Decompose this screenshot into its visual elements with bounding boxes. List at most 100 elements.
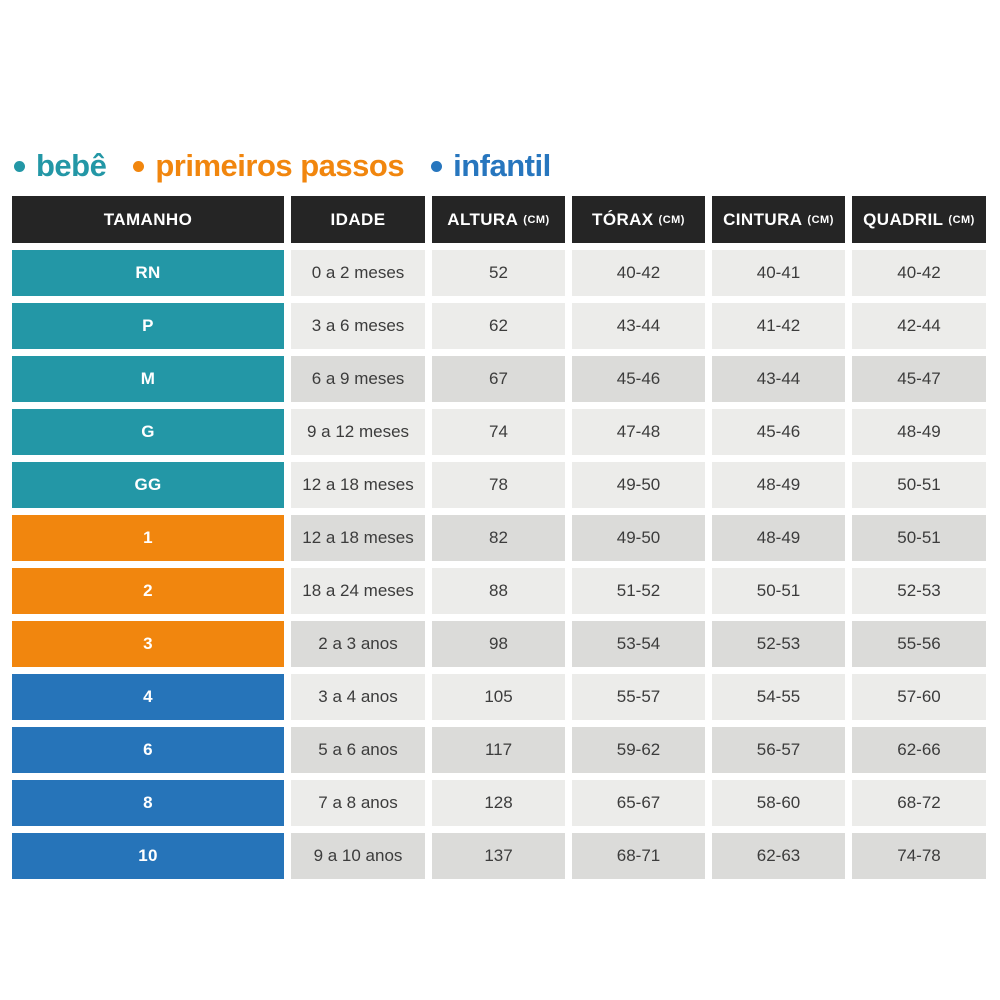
altura-cell: 105: [432, 674, 565, 720]
idade-cell: 18 a 24 meses: [291, 568, 425, 614]
legend-dot-icon: [14, 160, 25, 172]
altura-cell: 88: [432, 568, 565, 614]
cintura-cell: 50-51: [712, 568, 845, 614]
legend-dot-icon: [133, 160, 145, 172]
torax-cell: 59-62: [572, 727, 705, 773]
column-header-label: IDADE: [330, 209, 386, 229]
quadril-cell: 50-51: [852, 462, 986, 508]
torax-cell: 55-57: [572, 674, 705, 720]
torax-cell: 47-48: [572, 409, 705, 455]
altura-cell: 62: [432, 303, 565, 349]
size-cell-1: 1: [12, 515, 284, 561]
column-header-altura: ALTURA (CM): [432, 196, 565, 243]
idade-cell: 3 a 6 meses: [291, 303, 425, 349]
torax-cell: 65-67: [572, 780, 705, 826]
cintura-cell: 41-42: [712, 303, 845, 349]
altura-cell: 52: [432, 250, 565, 296]
column-header-idade: IDADE: [291, 196, 425, 243]
legend-item-infantil: infantil: [431, 148, 551, 184]
cintura-cell: 58-60: [712, 780, 845, 826]
cintura-cell: 56-57: [712, 727, 845, 773]
altura-cell: 82: [432, 515, 565, 561]
idade-cell: 12 a 18 meses: [291, 462, 425, 508]
quadril-cell: 52-53: [852, 568, 986, 614]
cintura-cell: 48-49: [712, 515, 845, 561]
size-cell-3: 3: [12, 621, 284, 667]
size-cell-P: P: [12, 303, 284, 349]
size-cell-6: 6: [12, 727, 284, 773]
idade-cell: 0 a 2 meses: [291, 250, 425, 296]
altura-cell: 137: [432, 833, 565, 879]
cintura-cell: 52-53: [712, 621, 845, 667]
altura-cell: 74: [432, 409, 565, 455]
idade-cell: 6 a 9 meses: [291, 356, 425, 402]
column-header-label: TAMANHO: [103, 209, 193, 229]
quadril-cell: 45-47: [852, 356, 986, 402]
column-header-unit: (CM): [948, 213, 975, 226]
size-cell-GG: GG: [12, 462, 284, 508]
torax-cell: 45-46: [572, 356, 705, 402]
column-header-label: TÓRAX: [592, 209, 654, 229]
size-cell-M: M: [12, 356, 284, 402]
torax-cell: 40-42: [572, 250, 705, 296]
torax-cell: 53-54: [572, 621, 705, 667]
quadril-cell: 42-44: [852, 303, 986, 349]
size-cell-4: 4: [12, 674, 284, 720]
column-header-label: ALTURA: [447, 209, 519, 229]
size-cell-10: 10: [12, 833, 284, 879]
idade-cell: 2 a 3 anos: [291, 621, 425, 667]
column-header-cintura: CINTURA (CM): [712, 196, 845, 243]
column-header-torax: TÓRAX (CM): [572, 196, 705, 243]
size-cell-G: G: [12, 409, 284, 455]
cintura-cell: 45-46: [712, 409, 845, 455]
cintura-cell: 43-44: [712, 356, 845, 402]
legend-item-bebe: bebê: [14, 148, 107, 184]
column-header-unit: (CM): [658, 213, 685, 226]
torax-cell: 51-52: [572, 568, 705, 614]
size-cell-8: 8: [12, 780, 284, 826]
quadril-cell: 74-78: [852, 833, 986, 879]
legend-item-primeiros-passos: primeiros passos: [133, 148, 405, 184]
quadril-cell: 55-56: [852, 621, 986, 667]
altura-cell: 78: [432, 462, 565, 508]
idade-cell: 12 a 18 meses: [291, 515, 425, 561]
column-header-unit: (CM): [523, 213, 550, 226]
idade-cell: 9 a 10 anos: [291, 833, 425, 879]
torax-cell: 49-50: [572, 462, 705, 508]
column-header-label: QUADRIL: [863, 209, 944, 229]
torax-cell: 43-44: [572, 303, 705, 349]
quadril-cell: 50-51: [852, 515, 986, 561]
size-cell-2: 2: [12, 568, 284, 614]
altura-cell: 117: [432, 727, 565, 773]
idade-cell: 9 a 12 meses: [291, 409, 425, 455]
column-header-size: TAMANHO: [12, 196, 284, 243]
altura-cell: 128: [432, 780, 565, 826]
quadril-cell: 48-49: [852, 409, 986, 455]
idade-cell: 7 a 8 anos: [291, 780, 425, 826]
altura-cell: 98: [432, 621, 565, 667]
quadril-cell: 62-66: [852, 727, 986, 773]
cintura-cell: 48-49: [712, 462, 845, 508]
cintura-cell: 40-41: [712, 250, 845, 296]
quadril-cell: 68-72: [852, 780, 986, 826]
torax-cell: 68-71: [572, 833, 705, 879]
torax-cell: 49-50: [572, 515, 705, 561]
idade-cell: 5 a 6 anos: [291, 727, 425, 773]
cintura-cell: 62-63: [712, 833, 845, 879]
legend-item-label: bebê: [36, 148, 107, 183]
column-header-quadril: QUADRIL (CM): [852, 196, 986, 243]
idade-cell: 3 a 4 anos: [291, 674, 425, 720]
column-header-unit: (CM): [807, 213, 834, 226]
quadril-cell: 57-60: [852, 674, 986, 720]
size-chart-table: TAMANHO IDADE ALTURA (CM) TÓRAX (CM) CINTURA (C…: [12, 196, 986, 879]
size-cell-RN: RN: [12, 250, 284, 296]
quadril-cell: 40-42: [852, 250, 986, 296]
altura-cell: 67: [432, 356, 565, 402]
legend-dot-icon: [431, 160, 443, 172]
column-header-label: CINTURA: [723, 209, 803, 229]
size-group-legend: bebê primeiros passos infantil: [14, 144, 551, 188]
legend-item-label: infantil: [453, 148, 551, 183]
cintura-cell: 54-55: [712, 674, 845, 720]
legend-item-label: primeiros passos: [155, 148, 405, 183]
